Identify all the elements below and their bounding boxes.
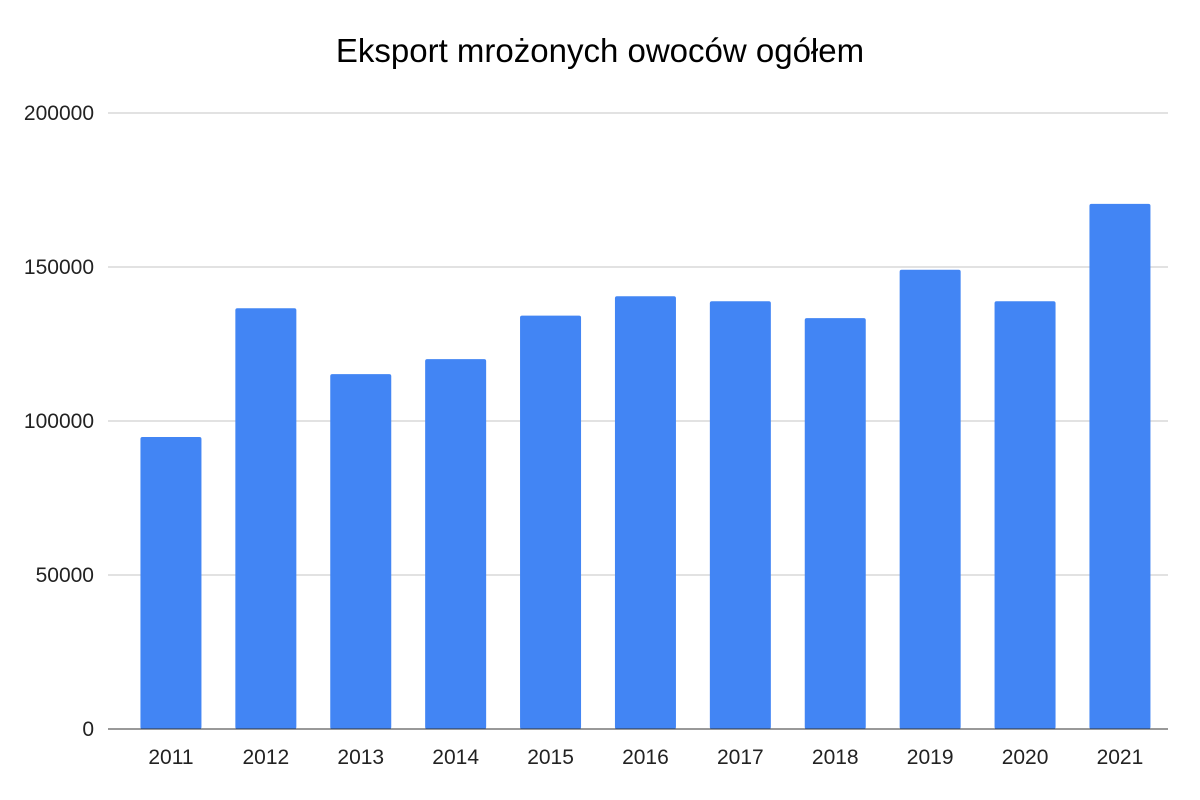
x-tick-label: 2018 [812,746,859,769]
x-tick-label: 2016 [622,746,669,769]
y-tick-label: 0 [82,718,94,741]
bar-2017 [709,301,771,729]
x-tick-label: 2011 [148,746,193,769]
x-tick-label: 2012 [242,746,289,769]
y-tick-label: 50000 [36,564,94,587]
x-tick-label: 2019 [907,746,954,769]
x-tick-label: 2013 [337,746,384,769]
bar-2015 [520,315,582,729]
bar-2021 [1089,203,1151,730]
x-tick-label: 2021 [1097,746,1144,769]
x-tick-label: 2015 [527,746,574,769]
bar-2012 [235,308,297,729]
bar-2020 [994,301,1056,729]
bar-2019 [899,269,961,729]
y-tick-label: 100000 [24,410,94,433]
y-tick-label: 150000 [24,256,94,279]
bar-2011 [140,437,202,729]
x-tick-label: 2020 [1002,746,1049,769]
x-tick-label: 2014 [432,746,479,769]
bar-2013 [330,374,392,729]
bar-2018 [804,318,866,729]
y-tick-label: 200000 [24,102,94,125]
bar-2016 [614,296,676,729]
bar-2014 [425,359,487,729]
chart-title: Eksport mrożonych owoców ogółem [336,32,864,69]
x-tick-label: 2017 [717,746,764,769]
